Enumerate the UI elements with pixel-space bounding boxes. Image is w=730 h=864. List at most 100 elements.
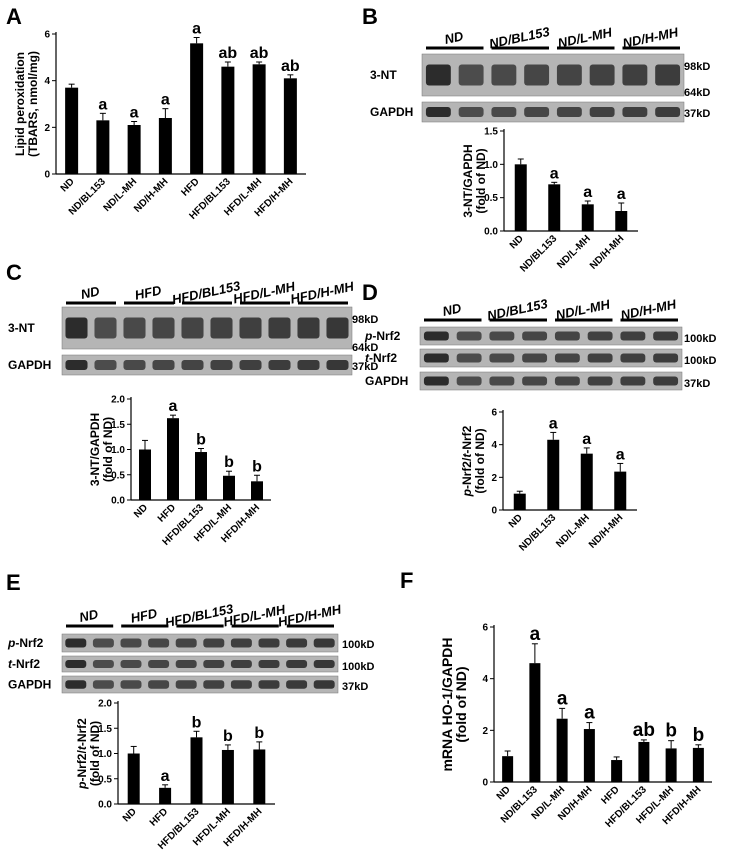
panel-letter-E: E bbox=[6, 570, 21, 595]
y-axis-title: 3-NT/GAPDH bbox=[88, 413, 102, 486]
blot-band bbox=[425, 107, 451, 117]
significance-label: a bbox=[616, 446, 625, 463]
blot-band bbox=[148, 680, 170, 689]
y-tick-label: 6 bbox=[482, 623, 488, 634]
y-tick-label: 1.0 bbox=[111, 445, 125, 456]
blot-row-label: 3-NT bbox=[8, 321, 35, 335]
blot-band bbox=[175, 660, 197, 668]
panel-letter-B: B bbox=[362, 4, 378, 29]
bar bbox=[547, 439, 560, 510]
chart-C: 0.00.51.01.52.0NDaHFDbHFD/BL153bHFD/L-MH… bbox=[88, 395, 271, 548]
blot-band bbox=[524, 107, 550, 117]
blot-size-marker: 37kD bbox=[684, 378, 710, 390]
blot-band bbox=[230, 638, 252, 648]
bar bbox=[611, 760, 623, 782]
y-axis-title: Lipid peroxidation bbox=[13, 52, 27, 156]
blot-band bbox=[203, 638, 225, 648]
blot-band bbox=[258, 638, 280, 648]
blot-strip bbox=[419, 326, 683, 346]
blot-band bbox=[326, 317, 349, 339]
significance-label: a bbox=[530, 624, 541, 645]
blot-band bbox=[152, 317, 175, 339]
y-axis-subtitle: (fold of ND) bbox=[88, 721, 102, 786]
category-label: ND bbox=[508, 233, 526, 251]
blot-band bbox=[123, 360, 146, 370]
blot-row-label: t-Nrf2 bbox=[365, 351, 397, 365]
y-tick-label: 0.0 bbox=[98, 800, 112, 811]
blot-strip bbox=[419, 348, 683, 368]
western-blots: ND ND/BL153 ND/L-MH ND/H-MH3-NT98kD64kDGAPD… bbox=[7, 24, 716, 694]
blot-band bbox=[589, 64, 615, 86]
blot-row-label: GAPDH bbox=[370, 105, 413, 119]
bar bbox=[167, 418, 179, 500]
y-tick-label: 2.0 bbox=[111, 395, 125, 406]
y-tick-label: 4 bbox=[482, 674, 488, 685]
significance-label: a bbox=[582, 431, 591, 448]
blot-row-label: p-Nrf2 bbox=[7, 636, 44, 650]
significance-label: a bbox=[169, 398, 178, 415]
bar bbox=[514, 164, 527, 231]
significance-label: b bbox=[254, 725, 264, 742]
blot-band bbox=[456, 376, 482, 386]
blot-band bbox=[268, 360, 291, 370]
significance-label: b bbox=[223, 728, 233, 745]
significance-label: a bbox=[130, 105, 139, 122]
bar bbox=[251, 481, 263, 500]
blot-band bbox=[589, 107, 615, 117]
bar bbox=[252, 64, 266, 174]
blot-band bbox=[554, 331, 580, 341]
blot-band bbox=[181, 360, 204, 370]
bar bbox=[253, 749, 266, 804]
panel-letter-D: D bbox=[362, 280, 378, 305]
blot-band bbox=[286, 680, 308, 689]
y-axis-title: 3-NT/GAPDH bbox=[461, 144, 475, 217]
bar bbox=[96, 120, 110, 174]
y-axis-subtitle: (fold of ND) bbox=[473, 428, 487, 493]
blot-band bbox=[423, 353, 449, 363]
bar bbox=[65, 87, 79, 174]
blot-band bbox=[297, 317, 320, 339]
bar bbox=[139, 449, 151, 500]
y-tick-label: 2.0 bbox=[98, 699, 112, 710]
y-tick-label: 6 bbox=[44, 30, 50, 41]
blot-band bbox=[554, 353, 580, 363]
blot-band bbox=[556, 107, 582, 117]
y-tick-label: 4 bbox=[491, 440, 497, 451]
y-tick-label: 0.5 bbox=[111, 470, 125, 481]
significance-label: ab bbox=[633, 720, 655, 741]
blot-band bbox=[313, 638, 335, 648]
blot-band bbox=[65, 680, 87, 689]
bar bbox=[159, 787, 172, 804]
bar bbox=[195, 452, 207, 500]
y-tick-label: 1.0 bbox=[484, 160, 498, 171]
blot-band bbox=[622, 107, 648, 117]
blot-group-label: ND bbox=[78, 606, 100, 625]
blot-band bbox=[65, 660, 87, 668]
category-label: ND bbox=[59, 176, 77, 194]
blot-band bbox=[458, 107, 484, 117]
blot-size-marker: 37kD bbox=[684, 108, 710, 120]
blot-strip bbox=[419, 371, 683, 391]
blot-band bbox=[489, 353, 515, 363]
bar bbox=[127, 753, 140, 804]
blot-band bbox=[587, 376, 613, 386]
blot-band bbox=[175, 680, 197, 689]
significance-label: ab bbox=[281, 58, 300, 75]
bar bbox=[190, 737, 203, 804]
blot-band bbox=[210, 360, 233, 370]
blot-size-marker: 100kD bbox=[684, 355, 716, 367]
blot-row-label: GAPDH bbox=[8, 358, 51, 372]
significance-label: b bbox=[252, 458, 262, 475]
y-tick-label: 6 bbox=[491, 408, 497, 419]
chart-E: 0.00.51.01.52.0NDaHFDbHFD/BL153bHFD/L-MH… bbox=[75, 699, 275, 852]
blot-band bbox=[313, 660, 335, 668]
blot-band bbox=[655, 64, 681, 86]
blot-band bbox=[286, 660, 308, 668]
blot-band bbox=[425, 64, 451, 86]
significance-label: a bbox=[192, 21, 201, 38]
blot-band bbox=[522, 353, 548, 363]
blot-row-label: 3-NT bbox=[370, 68, 397, 82]
blot-band bbox=[210, 317, 233, 339]
y-tick-label: 0 bbox=[482, 778, 488, 789]
blot-row-label: t-Nrf2 bbox=[8, 657, 40, 671]
